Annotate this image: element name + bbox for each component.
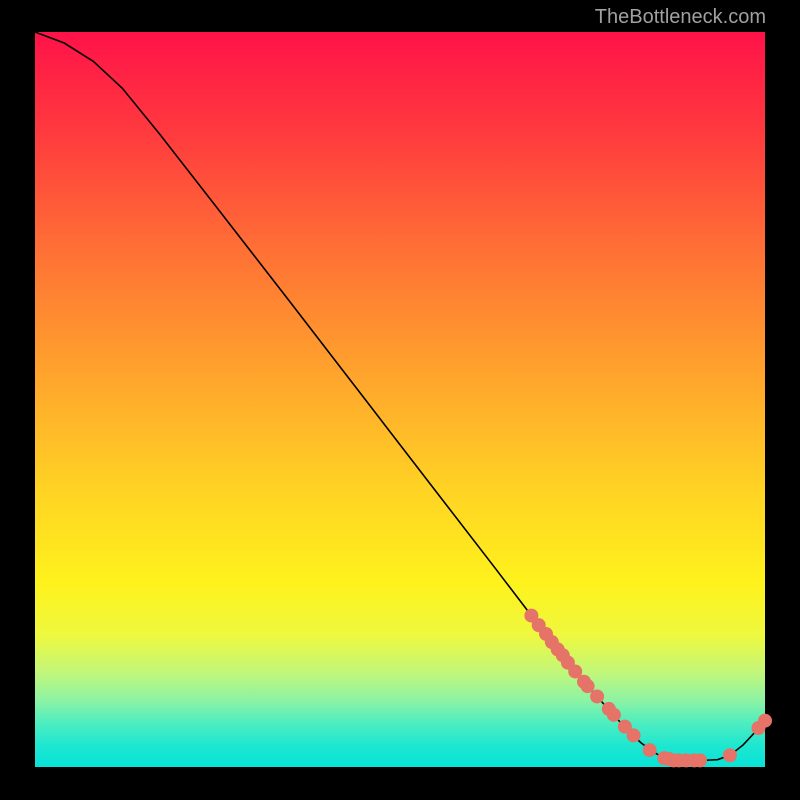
data-marker [590, 689, 604, 703]
data-marker [758, 714, 772, 728]
data-marker [693, 753, 707, 767]
data-marker [643, 743, 657, 757]
data-marker [723, 748, 737, 762]
data-marker [581, 679, 595, 693]
watermark-text: TheBottleneck.com [595, 6, 766, 29]
chart-overlay [35, 32, 765, 767]
bottleneck-curve [35, 32, 765, 760]
data-marker [627, 728, 641, 742]
data-markers [524, 609, 772, 768]
data-marker [607, 708, 621, 722]
plot-area [35, 32, 765, 767]
